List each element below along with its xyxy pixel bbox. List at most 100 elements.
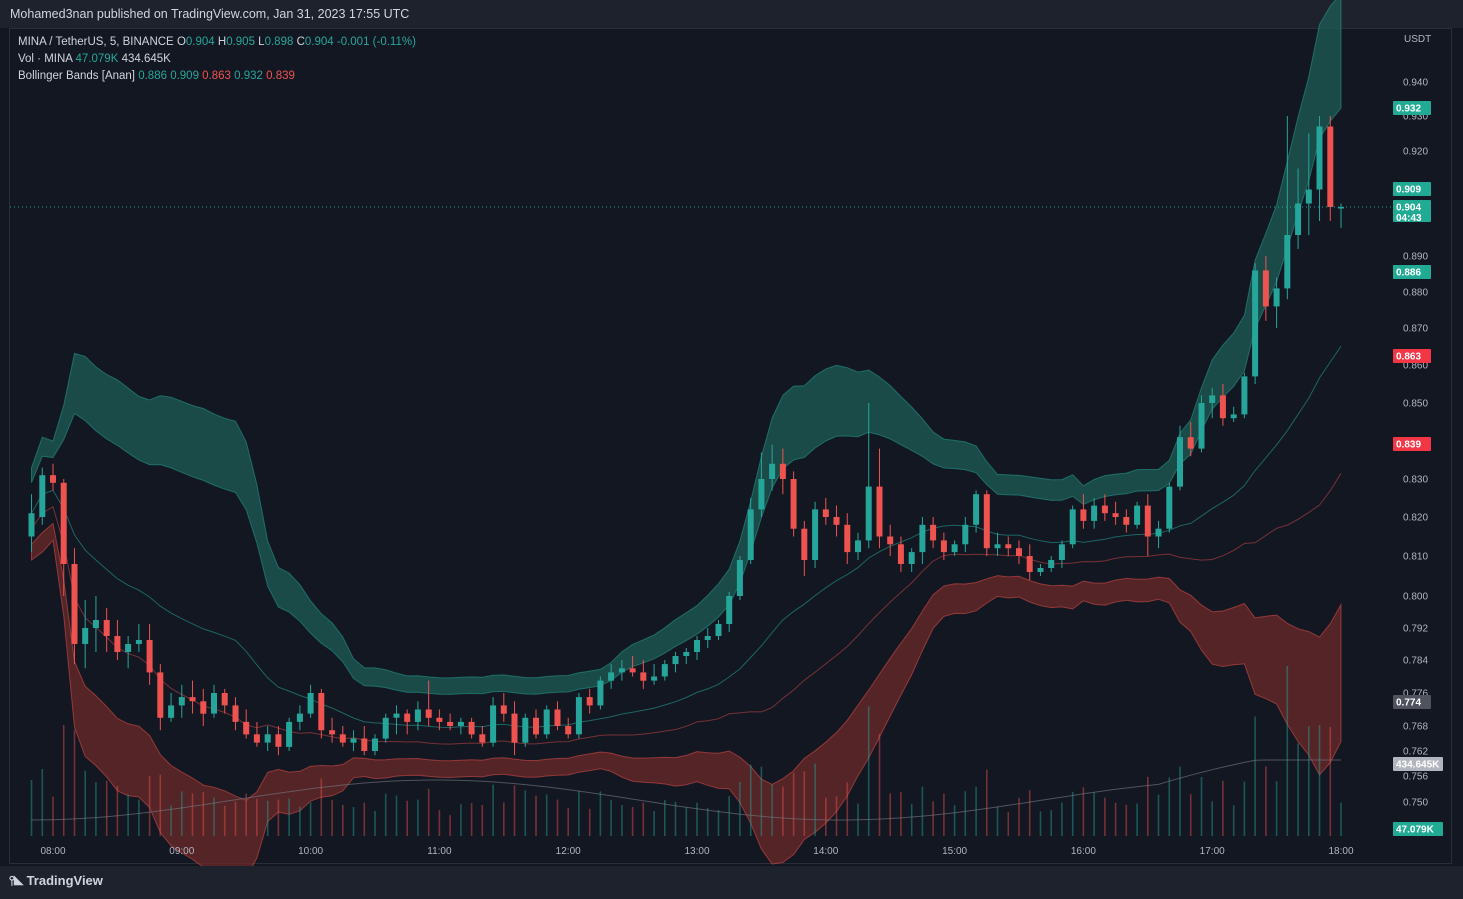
volume-bar — [1179, 766, 1181, 836]
candle-body — [1316, 126, 1323, 190]
volume-bar — [599, 791, 602, 836]
candle-body — [1091, 505, 1098, 521]
candle-body — [1037, 568, 1044, 572]
volume-bar — [1297, 743, 1299, 836]
time-tick-label: 12:00 — [556, 846, 581, 857]
price-tag — [1393, 101, 1431, 115]
price-tick-label: 0.830 — [1403, 475, 1428, 486]
candle-body — [694, 640, 700, 652]
candle-body — [39, 475, 46, 517]
candle-body — [479, 734, 486, 743]
volume-bar — [1275, 781, 1278, 836]
price-tag-label: 0.863 — [1396, 352, 1421, 363]
volume-bar — [159, 774, 162, 836]
volume-bar — [116, 786, 119, 836]
price-tick-label: 0.880 — [1403, 288, 1428, 299]
candle-body — [1295, 203, 1302, 235]
candle-body — [1080, 509, 1087, 521]
candle-body — [747, 509, 754, 560]
bb-label[interactable]: Bollinger Bands [Anan] — [18, 70, 135, 82]
price-tick-label: 0.860 — [1403, 361, 1428, 372]
volume-label[interactable]: Vol · MINA — [18, 53, 73, 65]
price-tag-label: 0.932 — [1396, 104, 1421, 115]
candle-body — [1134, 505, 1141, 525]
candle-body — [887, 536, 894, 545]
price-tick-label: 0.792 — [1403, 624, 1428, 635]
time-tick-label: 14:00 — [813, 846, 838, 857]
volume-bar — [739, 781, 741, 836]
candle-body — [533, 717, 539, 735]
volume-bar — [374, 811, 376, 836]
volume-bar — [921, 786, 924, 836]
volume-bar — [1061, 802, 1063, 836]
price-tick-label: 0.750 — [1403, 798, 1428, 809]
volume-bar — [95, 782, 97, 836]
bb-upper-band — [31, 0, 1342, 695]
candle-body — [586, 697, 593, 706]
volume-bar — [417, 799, 419, 836]
candle-body — [82, 628, 89, 644]
candle-body — [200, 701, 207, 714]
candle-body — [554, 709, 561, 726]
volume-bar — [1254, 716, 1256, 836]
symbol-label[interactable]: MINA / TetherUS, 5, BINANCE — [18, 36, 174, 48]
volume-bar — [1125, 804, 1128, 836]
candle-body — [404, 713, 411, 722]
bb-basis-line — [31, 345, 1342, 729]
legend-volume-row[interactable]: Vol · MINA 47.079K 434.645K — [18, 51, 416, 68]
candle-body — [71, 564, 78, 644]
candle-body — [983, 494, 990, 549]
volume-bar — [749, 764, 752, 836]
volume-bar — [105, 780, 108, 836]
volume-bar — [1039, 811, 1042, 836]
volume-bar — [964, 791, 967, 836]
price-tick-label: 0.800 — [1403, 592, 1428, 603]
candle-body — [543, 709, 550, 735]
low-value: 0.898 — [264, 36, 294, 48]
candle-body — [60, 482, 67, 564]
price-tag — [1393, 182, 1431, 196]
candle-body — [779, 463, 786, 479]
tradingview-logo[interactable]: ⫯◣ TradingView — [9, 873, 103, 889]
volume-bar — [953, 805, 956, 836]
chart-pane[interactable] — [9, 28, 1452, 864]
volume-bar — [213, 797, 215, 836]
volume-bar — [62, 725, 65, 836]
time-tick-label: 16:00 — [1071, 846, 1096, 857]
volume-bar — [835, 796, 838, 836]
legend-symbol-row[interactable]: MINA / TetherUS, 5, BINANCE O0.904 H0.90… — [18, 34, 416, 51]
volume-bar — [1028, 790, 1031, 836]
price-tick-label: 0.784 — [1403, 656, 1428, 667]
price-tick-label: 0.890 — [1403, 252, 1428, 263]
candle-body — [651, 676, 658, 681]
candle-body — [447, 721, 454, 726]
volume-bar — [1211, 801, 1213, 836]
volume-bar — [1232, 805, 1235, 836]
price-tag-label: 0.839 — [1396, 440, 1421, 451]
high-label: H — [217, 36, 227, 48]
bb-mid-lower-line — [31, 473, 1342, 745]
candle-body — [522, 717, 529, 743]
candle-body — [350, 738, 357, 743]
candle-body — [50, 475, 56, 483]
volume-bar — [578, 790, 580, 836]
candle-body — [221, 693, 228, 706]
volume-bar — [1157, 794, 1160, 836]
time-tick-label: 08:00 — [40, 846, 65, 857]
volume-bar — [181, 791, 183, 836]
volume-bar — [234, 801, 237, 836]
volume-bar — [1104, 797, 1106, 836]
legend-bb-row[interactable]: Bollinger Bands [Anan] 0.886 0.909 0.863… — [18, 68, 416, 85]
volume-bar — [170, 805, 172, 836]
candle-body — [511, 713, 518, 743]
candle-body — [661, 664, 668, 677]
candle-body — [822, 509, 829, 517]
volume-ma-value: 434.645K — [121, 53, 171, 65]
candle-body — [812, 509, 819, 560]
open-value: 0.904 — [185, 36, 215, 48]
candle-body — [1262, 270, 1269, 307]
candle-body — [189, 697, 196, 702]
candle-body — [253, 734, 260, 743]
volume-bar — [803, 771, 806, 836]
